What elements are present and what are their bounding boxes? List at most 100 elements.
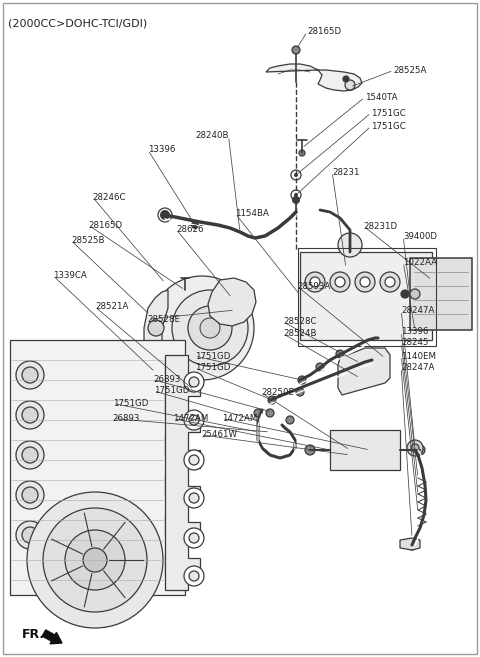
Bar bbox=[298, 248, 436, 346]
Circle shape bbox=[184, 450, 204, 470]
Circle shape bbox=[305, 272, 325, 292]
Circle shape bbox=[298, 376, 306, 384]
Circle shape bbox=[292, 46, 300, 54]
Circle shape bbox=[189, 493, 199, 503]
Text: 1751GC: 1751GC bbox=[371, 122, 406, 131]
Text: 1022AA: 1022AA bbox=[403, 258, 437, 267]
Text: 28626: 28626 bbox=[176, 225, 204, 234]
Text: 26893: 26893 bbox=[154, 375, 181, 384]
Circle shape bbox=[310, 277, 320, 287]
Polygon shape bbox=[338, 348, 390, 395]
Circle shape bbox=[150, 276, 254, 380]
Circle shape bbox=[184, 566, 204, 586]
Circle shape bbox=[148, 320, 164, 336]
Circle shape bbox=[338, 233, 362, 257]
Text: 25461W: 25461W bbox=[202, 430, 238, 440]
Circle shape bbox=[189, 455, 199, 465]
Circle shape bbox=[16, 361, 44, 389]
Circle shape bbox=[200, 318, 220, 338]
Text: 28165D: 28165D bbox=[89, 221, 123, 230]
Text: 1751GD: 1751GD bbox=[195, 351, 230, 361]
Text: FR.: FR. bbox=[22, 629, 45, 641]
Circle shape bbox=[266, 409, 274, 417]
Circle shape bbox=[407, 540, 417, 550]
Circle shape bbox=[316, 363, 324, 371]
Polygon shape bbox=[432, 265, 452, 315]
Text: 28247A: 28247A bbox=[401, 306, 435, 315]
Circle shape bbox=[184, 372, 204, 392]
Circle shape bbox=[410, 289, 420, 299]
Polygon shape bbox=[144, 290, 168, 372]
Circle shape bbox=[335, 277, 345, 287]
Circle shape bbox=[299, 150, 305, 156]
Circle shape bbox=[360, 277, 370, 287]
Polygon shape bbox=[266, 64, 362, 91]
Circle shape bbox=[43, 508, 147, 612]
Circle shape bbox=[268, 396, 276, 404]
Text: 1472AM: 1472AM bbox=[173, 414, 208, 423]
Circle shape bbox=[355, 272, 375, 292]
Circle shape bbox=[292, 196, 300, 204]
Circle shape bbox=[343, 76, 349, 82]
Text: 39400D: 39400D bbox=[403, 232, 437, 241]
Text: 28231: 28231 bbox=[332, 168, 360, 177]
Circle shape bbox=[411, 444, 419, 452]
Circle shape bbox=[27, 492, 163, 628]
Text: 28524B: 28524B bbox=[283, 329, 317, 338]
Text: 1472AM: 1472AM bbox=[222, 414, 257, 423]
Circle shape bbox=[189, 533, 199, 543]
Circle shape bbox=[401, 290, 409, 298]
Circle shape bbox=[184, 410, 204, 430]
Circle shape bbox=[184, 488, 204, 508]
Circle shape bbox=[22, 527, 38, 543]
Text: 1751GD: 1751GD bbox=[154, 386, 189, 396]
Text: 28246C: 28246C bbox=[93, 193, 126, 202]
Text: 28240B: 28240B bbox=[195, 131, 228, 141]
Circle shape bbox=[254, 409, 262, 417]
Circle shape bbox=[22, 447, 38, 463]
Bar bbox=[330, 430, 400, 470]
Circle shape bbox=[286, 416, 294, 424]
Circle shape bbox=[16, 521, 44, 549]
Text: 13396: 13396 bbox=[401, 327, 429, 336]
Circle shape bbox=[22, 487, 38, 503]
Text: 1751GC: 1751GC bbox=[371, 108, 406, 118]
Circle shape bbox=[294, 193, 298, 197]
FancyArrow shape bbox=[42, 630, 62, 644]
Circle shape bbox=[330, 272, 350, 292]
Circle shape bbox=[149, 366, 161, 378]
Text: 28521A: 28521A bbox=[95, 302, 129, 311]
Polygon shape bbox=[400, 538, 420, 550]
Circle shape bbox=[22, 407, 38, 423]
Text: 28247A: 28247A bbox=[401, 363, 435, 373]
Text: 1154BA: 1154BA bbox=[235, 209, 269, 218]
Polygon shape bbox=[10, 340, 185, 595]
Circle shape bbox=[291, 190, 301, 200]
Text: 1751GD: 1751GD bbox=[195, 363, 230, 373]
Text: 28593A: 28593A bbox=[298, 282, 331, 291]
Polygon shape bbox=[208, 278, 256, 326]
Circle shape bbox=[189, 571, 199, 581]
Circle shape bbox=[22, 367, 38, 383]
Text: (2000CC>DOHC-TCI/GDI): (2000CC>DOHC-TCI/GDI) bbox=[8, 18, 147, 28]
Text: 28528E: 28528E bbox=[148, 315, 181, 324]
Circle shape bbox=[189, 415, 199, 425]
Circle shape bbox=[407, 440, 423, 456]
Circle shape bbox=[415, 445, 425, 455]
Circle shape bbox=[16, 441, 44, 469]
Text: 26893: 26893 bbox=[113, 414, 140, 423]
Text: 1339CA: 1339CA bbox=[53, 271, 86, 280]
Circle shape bbox=[305, 445, 315, 455]
Circle shape bbox=[345, 80, 355, 90]
Circle shape bbox=[191, 221, 199, 229]
Circle shape bbox=[188, 306, 232, 350]
Circle shape bbox=[172, 290, 248, 366]
Polygon shape bbox=[165, 355, 200, 590]
Circle shape bbox=[16, 401, 44, 429]
Circle shape bbox=[296, 388, 304, 396]
Text: 1751GD: 1751GD bbox=[113, 399, 148, 408]
Text: 28250E: 28250E bbox=[262, 388, 295, 397]
Circle shape bbox=[291, 170, 301, 180]
Text: 1140EM: 1140EM bbox=[401, 351, 436, 361]
Text: 28525A: 28525A bbox=[394, 66, 427, 75]
